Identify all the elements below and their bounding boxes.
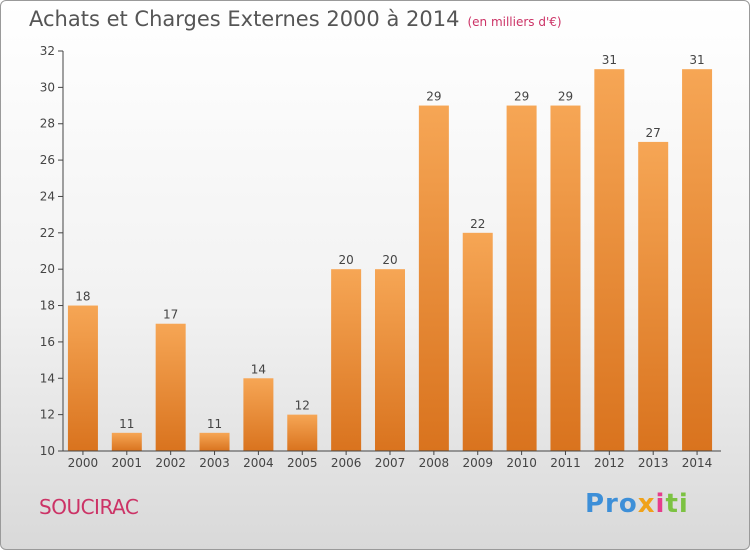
bar bbox=[506, 105, 537, 451]
chart-subtitle: (en milliers d'€) bbox=[467, 15, 562, 29]
y-tick-label: 10 bbox=[40, 444, 55, 458]
bar-value-label: 29 bbox=[558, 90, 573, 104]
x-tick-label: 2004 bbox=[243, 456, 274, 470]
x-tick-label: 2009 bbox=[462, 456, 493, 470]
y-tick-label: 18 bbox=[40, 299, 55, 313]
x-tick-label: 2006 bbox=[331, 456, 362, 470]
y-tick-label: 30 bbox=[40, 80, 55, 94]
bar bbox=[243, 378, 274, 451]
bar-value-label: 29 bbox=[514, 90, 529, 104]
bar-value-label: 31 bbox=[602, 53, 617, 67]
bar bbox=[375, 269, 405, 451]
y-tick-label: 24 bbox=[40, 189, 55, 203]
bar bbox=[111, 432, 142, 451]
x-tick-label: 2012 bbox=[594, 456, 625, 470]
bar bbox=[682, 69, 713, 451]
bar bbox=[155, 323, 186, 451]
bar-value-label: 11 bbox=[207, 417, 222, 431]
bar bbox=[199, 432, 230, 451]
bar bbox=[594, 69, 625, 451]
x-tick-label: 2007 bbox=[375, 456, 406, 470]
x-tick-label: 2014 bbox=[682, 456, 713, 470]
y-axis: 10 12 14 16 18 20 22 24 26 28 30 32 bbox=[40, 44, 64, 458]
chart-title-text: Achats et Charges Externes 2000 à 2014 bbox=[29, 7, 460, 31]
bar-value-label: 11 bbox=[119, 417, 134, 431]
x-tick-label: 2011 bbox=[550, 456, 581, 470]
bar-value-label: 22 bbox=[470, 217, 485, 231]
x-tick-label: 2013 bbox=[638, 456, 669, 470]
town-name: SOUCIRAC bbox=[39, 495, 139, 519]
bar bbox=[331, 269, 362, 451]
x-tick-label: 2008 bbox=[419, 456, 450, 470]
chart-title: Achats et Charges Externes 2000 à 2014 (e… bbox=[29, 7, 562, 31]
x-tick-label: 2003 bbox=[199, 456, 230, 470]
bar bbox=[418, 105, 449, 451]
x-tick-label: 2001 bbox=[112, 456, 143, 470]
bar-value-label: 31 bbox=[689, 53, 704, 67]
x-tick-label: 2000 bbox=[68, 456, 99, 470]
y-tick-label: 28 bbox=[40, 117, 55, 131]
bar bbox=[287, 414, 318, 451]
bar bbox=[67, 305, 98, 451]
x-tick-label: 2010 bbox=[506, 456, 537, 470]
x-axis: 2000 2001 2002 2003 2004 2005 2006 2007 2008 2009… bbox=[63, 450, 721, 470]
bar-value-label: 12 bbox=[295, 399, 310, 413]
x-tick-label: 2005 bbox=[287, 456, 318, 470]
bar-value-label: 18 bbox=[75, 290, 90, 304]
y-tick-label: 26 bbox=[40, 153, 55, 167]
y-tick-label: 22 bbox=[40, 226, 55, 240]
bar bbox=[638, 141, 669, 451]
y-tick-label: 12 bbox=[40, 408, 55, 422]
bar-value-label: 14 bbox=[251, 362, 266, 376]
bar-value-label: 20 bbox=[338, 253, 353, 267]
y-tick-label: 14 bbox=[40, 371, 55, 385]
bar-value-label: 29 bbox=[426, 90, 441, 104]
y-tick-label: 20 bbox=[40, 262, 55, 276]
bar-value-label: 17 bbox=[163, 308, 178, 322]
x-tick-label: 2002 bbox=[155, 456, 186, 470]
bar-value-label: 20 bbox=[382, 253, 397, 267]
bar bbox=[550, 105, 581, 451]
y-tick-label: 32 bbox=[40, 44, 55, 58]
bar bbox=[462, 232, 493, 451]
bar-value-label: 27 bbox=[646, 126, 661, 140]
bars: 18 11 17 11 14 12 20 20 29 22 29 29 31 27 31 bbox=[67, 53, 713, 451]
proxiti-logo: Proxiti bbox=[585, 489, 689, 519]
y-tick-label: 16 bbox=[40, 335, 55, 349]
